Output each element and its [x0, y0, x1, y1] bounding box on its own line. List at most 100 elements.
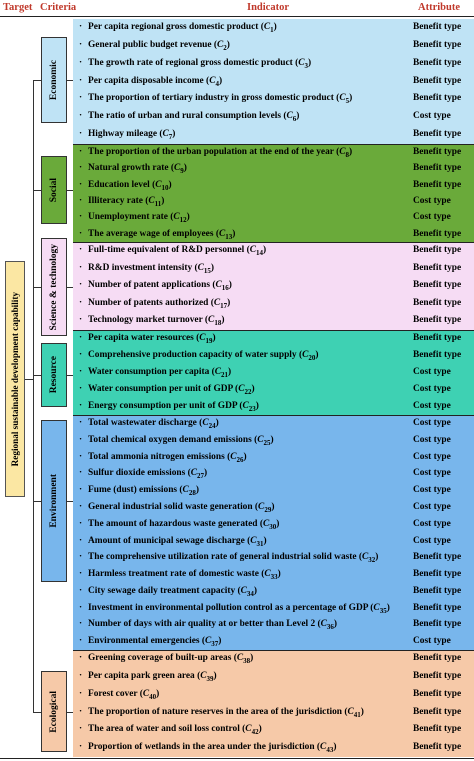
- indicator-text: · Water consumption per unit of GDP (C22): [79, 384, 255, 396]
- indicator-text: · Total chemical oxygen demand emissions …: [79, 434, 274, 447]
- attribute-text: Cost type: [413, 434, 451, 445]
- indicator-text: · Fume (dust) emissions (C28): [79, 485, 199, 498]
- indicator-text: · Full-time equivalent of R&D personnel (…: [79, 245, 267, 257]
- indicator-text: · General public budget revenue (C2): [79, 39, 230, 52]
- indicator-text: · Technology market turnover (C18): [79, 315, 225, 328]
- group-separator: [73, 415, 474, 416]
- indicator-text: · Natural growth rate (C9): [79, 163, 187, 176]
- attribute-text: Cost type: [413, 384, 451, 394]
- indicator-text: · Number of days with air quality at or b…: [79, 619, 338, 632]
- bottom-rule: [0, 758, 474, 759]
- attribute-text: Benefit type: [413, 333, 462, 343]
- attribute-text: Cost type: [413, 451, 451, 462]
- header-indicator: Indicator: [247, 2, 289, 13]
- attribute-text: Benefit type: [413, 706, 462, 717]
- criteria-box: Social: [41, 156, 67, 224]
- attribute-text: Cost type: [413, 485, 451, 496]
- indicator-text: · Investment in environmental pollution c…: [79, 602, 390, 615]
- attribute-text: Benefit type: [413, 569, 462, 580]
- indicator-text: · R&D investment intensity (C15): [79, 262, 215, 275]
- criteria-connector: [33, 712, 41, 713]
- attribute-text: Benefit type: [413, 552, 462, 563]
- indicator-text: · The comprehensive utilization rate of g…: [79, 552, 379, 565]
- criteria-label: Economic: [49, 59, 59, 101]
- indicator-text: · Water consumption per capita (C21): [79, 367, 232, 379]
- indicator-text: · Amount of municipal sewage discharge (C…: [79, 535, 267, 548]
- header-target: Target: [3, 2, 33, 13]
- criteria-connector: [33, 80, 41, 81]
- indicator-text: · Number of patent applications (C16): [79, 280, 232, 293]
- attribute-text: Cost type: [413, 367, 451, 377]
- attribute-text: Cost type: [413, 535, 451, 546]
- attribute-text: Benefit type: [413, 147, 462, 157]
- indicator-text: · Per capita park green area (C39): [79, 670, 217, 683]
- group-block-2: [73, 242, 474, 330]
- attribute-text: Benefit type: [413, 602, 462, 613]
- criteria-label: Social: [49, 177, 59, 203]
- target-label: Regional sustainable development capabil…: [10, 291, 20, 467]
- indicator-text: · Energy consumption per unit of GDP (C23…: [79, 401, 259, 413]
- attribute-text: Cost type: [413, 501, 451, 512]
- indicator-text: · Per capita disposable income (C4): [79, 75, 223, 88]
- criteria-connector: [33, 287, 41, 288]
- attribute-text: Cost type: [413, 468, 451, 479]
- criteria-connector: [33, 190, 41, 191]
- attribute-text: Benefit type: [413, 350, 462, 360]
- attribute-text: Benefit type: [413, 297, 462, 308]
- group-separator: [73, 650, 474, 651]
- indicator-text: · The proportion of the urban population …: [79, 147, 353, 159]
- indicator-text: · Highway mileage (C7): [79, 129, 176, 142]
- indicator-text: · The proportion of nature reserves in th…: [79, 706, 364, 719]
- criteria-box: Science & technology: [41, 238, 67, 336]
- indicator-text: · Forest cover (C40): [79, 688, 160, 701]
- tree-trunk-line: [33, 80, 34, 712]
- criteria-box: Economic: [41, 37, 67, 123]
- indicator-text: · General industrial solid waste generati…: [79, 501, 275, 514]
- attribute-text: Benefit type: [413, 245, 462, 255]
- criteria-block-connector: [67, 712, 73, 713]
- attribute-text: Benefit type: [413, 262, 462, 273]
- indicator-text: · Greening coverage of built-up areas (C3…: [79, 653, 254, 665]
- indicator-text: · The ratio of urban and rural consumptio…: [79, 111, 300, 124]
- criteria-block-connector: [67, 80, 73, 81]
- criteria-block-connector: [67, 375, 73, 376]
- group-block-1: [73, 144, 474, 242]
- indicator-text: · The amount of hazardous waste generated…: [79, 518, 280, 531]
- criteria-block-connector: [67, 287, 73, 288]
- group-block-3: [73, 330, 474, 415]
- attribute-text: Benefit type: [413, 129, 462, 140]
- indicator-text: · Education level (C10): [79, 179, 172, 192]
- header-criteria: Criteria: [40, 2, 77, 13]
- group-block-5: [73, 650, 474, 757]
- group-separator: [73, 330, 474, 331]
- attribute-text: Benefit type: [413, 179, 462, 190]
- indicator-text: · The average wage of employees (C13): [79, 228, 236, 241]
- indicator-text: · Illiteracy rate (C11): [79, 196, 165, 208]
- attribute-text: Benefit type: [413, 724, 462, 735]
- attribute-text: Benefit type: [413, 619, 462, 630]
- indicator-text: · Comprehensive production capacity of wa…: [79, 350, 319, 362]
- target-box: Regional sustainable development capabil…: [5, 261, 25, 497]
- attribute-text: Benefit type: [413, 22, 462, 32]
- indicator-text: · Environmental emergencies (C37): [79, 636, 222, 649]
- criteria-block-connector: [67, 501, 73, 502]
- attribute-text: Cost type: [413, 212, 451, 223]
- attribute-text: Benefit type: [413, 39, 462, 50]
- criteria-label: Science & technology: [49, 243, 59, 331]
- criteria-label: Resource: [49, 356, 59, 394]
- indicator-text: · Total wastewater discharge (C24): [79, 418, 219, 430]
- criteria-label: Environment: [49, 474, 59, 528]
- attribute-text: Cost type: [413, 418, 451, 428]
- attribute-text: Benefit type: [413, 93, 462, 104]
- attribute-text: Benefit type: [413, 653, 462, 663]
- attribute-text: Benefit type: [413, 75, 462, 86]
- attribute-text: Cost type: [413, 636, 451, 647]
- attribute-text: Benefit type: [413, 163, 462, 174]
- attribute-text: Benefit type: [413, 670, 462, 681]
- attribute-text: Benefit type: [413, 228, 462, 239]
- attribute-text: Cost type: [413, 401, 451, 411]
- attribute-text: Benefit type: [413, 742, 462, 753]
- indicator-text: · Per capita water resources (C19): [79, 333, 216, 345]
- criteria-connector: [33, 501, 41, 502]
